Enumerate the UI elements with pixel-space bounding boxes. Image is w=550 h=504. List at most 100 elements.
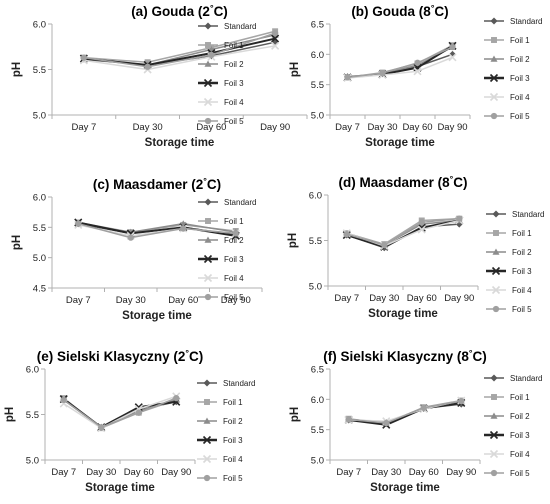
panel-title: (e) Sielski Klasyczny (2°C): [37, 348, 203, 364]
x-tick-label: Day 7: [336, 467, 361, 478]
series-line-6: [83, 32, 276, 68]
data-point: [414, 59, 421, 66]
data-point: [458, 398, 465, 405]
x-tick-label: Day 90: [446, 467, 476, 478]
legend-label: Foil 2: [224, 236, 244, 245]
legend-label: Foil 5: [224, 117, 244, 126]
series-line-6: [63, 397, 177, 429]
legend-swatch-marker: [490, 17, 498, 25]
data-point: [208, 51, 215, 59]
y-tick-label: 4.5: [33, 284, 46, 295]
y-axis-label: pH: [11, 235, 23, 250]
legend-swatch-marker: [204, 293, 212, 301]
legend-swatch-marker: [491, 266, 501, 276]
legend-swatch-marker: [491, 285, 501, 295]
x-tick-label: Day 30: [86, 467, 116, 478]
legend-label: Foil 2: [510, 55, 530, 64]
series-line-2: [83, 30, 276, 63]
y-tick-label: 5.5: [311, 425, 324, 436]
y-tick-label: 5.0: [311, 456, 324, 467]
legend-label: Standard: [224, 198, 256, 207]
panel-5: (e) Sielski Klasyczny (2°C) 5.0 5.5 6.0 Day …: [4, 348, 255, 494]
x-tick-label: Day 90: [221, 295, 251, 306]
data-point: [456, 215, 463, 222]
panel-4: (d) Maasdamer (8°C) 5.0 5.5 6.0 Day 7 Day 30 D…: [287, 174, 544, 320]
legend-label: Foil 5: [510, 469, 530, 478]
legend-label: Foil 4: [223, 455, 243, 464]
x-tick-label: Day 90: [260, 122, 290, 133]
legend-swatch-marker: [202, 454, 212, 464]
series-line-6: [78, 222, 236, 239]
data-point: [379, 69, 386, 77]
panel-title: (c) Maasdamer (2°C): [93, 176, 221, 192]
legend-label: Foil 1: [512, 229, 532, 238]
x-tick-label: Day 60: [168, 295, 198, 306]
x-tick-label: Day 30: [371, 467, 401, 478]
data-point: [413, 67, 422, 76]
y-tick-label: 5.0: [309, 282, 322, 293]
legend-label: Foil 2: [224, 60, 244, 69]
data-point: [60, 396, 67, 404]
x-tick-label: Day 30: [116, 295, 146, 306]
legend-swatch-marker: [204, 236, 212, 243]
series-line-6: [347, 46, 453, 79]
legend-swatch-marker: [203, 78, 213, 88]
x-tick-label: Day 90: [437, 122, 467, 133]
panel-3: (c) Maasdamer (2°C) 4.5 5.0 5.5 6.0 Day 7 Day …: [11, 176, 263, 322]
series-line-4: [348, 401, 462, 426]
data-point: [345, 416, 352, 423]
legend-label: Standard: [224, 22, 256, 31]
x-tick-label: Day 30: [369, 293, 399, 304]
legend-swatch-marker: [489, 92, 499, 102]
legend-swatch-marker: [490, 55, 498, 62]
legend-label: Foil 5: [224, 293, 244, 302]
legend-label: Foil 4: [510, 93, 530, 102]
y-tick-label: 5.0: [33, 253, 46, 264]
legend-swatch-marker: [492, 210, 500, 218]
y-tick-label: 6.0: [26, 365, 39, 376]
y-tick-label: 6.0: [33, 20, 46, 31]
panel-1: (a) Gouda (2°C) 5.0 5.5 6.0 Day 7 Day 30 Day 6…: [11, 3, 308, 149]
y-tick-label: 5.0: [311, 111, 324, 122]
legend-swatch-marker: [493, 230, 499, 236]
series-line-5: [63, 395, 177, 430]
legend-swatch-marker: [203, 474, 211, 482]
series-line-6: [348, 400, 462, 424]
y-axis-label: pH: [289, 62, 301, 77]
legend-label: Foil 3: [224, 255, 244, 264]
legend-swatch-marker: [204, 117, 212, 125]
x-axis-label: Storage time: [145, 137, 215, 149]
legend-label: Foil 4: [512, 286, 532, 295]
legend-swatch-marker: [489, 430, 499, 440]
panel-2: (b) Gouda (8°C) 5.0 5.5 6.0 6.5 Day 7 Day 30 Da…: [289, 3, 542, 149]
x-tick-label: Day 7: [51, 467, 76, 478]
y-tick-label: 5.5: [26, 410, 39, 421]
x-tick-label: Day 90: [161, 467, 191, 478]
data-point: [448, 53, 457, 62]
series-line-6: [346, 217, 460, 246]
data-point: [418, 219, 425, 226]
x-tick-label: Day 60: [196, 122, 226, 133]
legend-swatch-marker: [490, 112, 498, 120]
panel-title: (a) Gouda (2°C): [131, 3, 228, 19]
series-line-5: [83, 45, 276, 71]
legend-label: Foil 1: [224, 41, 244, 50]
legend-label: Foil 1: [224, 217, 244, 226]
legend-swatch-marker: [492, 248, 500, 255]
series-line-2: [346, 217, 460, 245]
legend-label: Standard: [512, 210, 544, 219]
data-point: [232, 230, 239, 237]
x-axis-label: Storage time: [370, 482, 440, 494]
data-point: [381, 241, 388, 249]
legend-label: Foil 1: [223, 398, 243, 407]
y-axis-label: pH: [11, 62, 23, 77]
data-point: [80, 54, 88, 61]
data-point: [383, 419, 390, 427]
legend-swatch-marker: [490, 469, 498, 477]
legend-swatch-marker: [203, 273, 213, 283]
y-axis-label: pH: [4, 407, 16, 422]
y-tick-label: 6.5: [311, 365, 324, 376]
legend-label: Standard: [510, 374, 542, 383]
x-tick-label: Day 30: [133, 122, 163, 133]
